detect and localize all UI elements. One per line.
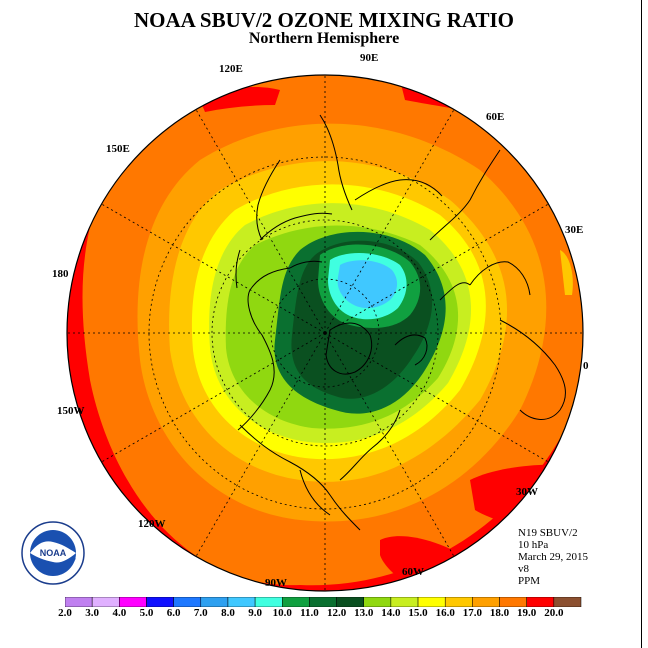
colorbar-tick-label: 8.0 — [221, 607, 235, 619]
colorbar — [65, 597, 582, 607]
colorbar-swatch — [553, 597, 582, 607]
meridian-line — [324, 332, 455, 557]
pressure-level-label: 10 hPa — [518, 539, 549, 551]
colorbar-swatch — [254, 597, 283, 607]
longitude-label-90w: 90W — [265, 577, 287, 589]
longitude-label-60e: 60E — [486, 111, 505, 123]
colorbar-swatch — [472, 597, 500, 607]
colorbar-tick-label: 15.0 — [408, 607, 428, 619]
colorbar-swatch — [146, 597, 174, 607]
colorbar-swatch — [526, 597, 555, 607]
colorbar-tick-label: 20.0 — [544, 607, 564, 619]
colorbar-swatch — [309, 597, 337, 607]
colorbar-tick-label: 10.0 — [272, 607, 292, 619]
longitude-label-150w: 150W — [57, 405, 85, 417]
noaa-logo: NOAA — [21, 521, 85, 585]
meridian-line — [195, 332, 326, 557]
colorbar-tick-label: 19.0 — [517, 607, 537, 619]
unit-label: PPM — [518, 575, 541, 587]
longitude-label-180: 180 — [52, 268, 69, 280]
colorbar-tick-label: 2.0 — [58, 607, 72, 619]
colorbar-swatch — [65, 597, 93, 607]
colorbar-tick-label: 3.0 — [85, 607, 100, 619]
longitude-label-30w: 30W — [516, 486, 538, 498]
noaa-logo-text: NOAA — [40, 548, 67, 558]
colorbar-swatch — [499, 597, 527, 607]
meridian-lines — [67, 75, 583, 591]
dataset-info: N19 SBUV/2 10 hPa March 29, 2015 v8 PPM — [518, 527, 588, 587]
meridian-line — [324, 203, 549, 334]
colorbar-swatch — [227, 597, 256, 607]
colorbar-tick-label: 4.0 — [112, 607, 127, 619]
meridian-line — [101, 203, 326, 334]
colorbar-tick-label: 11.0 — [300, 607, 319, 619]
meridian-line — [324, 332, 549, 463]
longitude-label-0: 0 — [583, 360, 589, 372]
colorbar-tick-label: 17.0 — [462, 607, 482, 619]
longitude-label-30e: 30E — [565, 224, 584, 236]
colorbar-swatch — [417, 597, 446, 607]
meridian-line — [101, 332, 326, 463]
longitude-label-120e: 120E — [219, 63, 243, 75]
colorbar-tick-label: 12.0 — [326, 607, 347, 619]
colorbar-swatch — [282, 597, 310, 607]
colorbar-swatch — [119, 597, 147, 607]
colorbar-tick-label: 6.0 — [166, 607, 181, 619]
colorbar-swatch — [363, 597, 392, 607]
colorbar-tick-label: 5.0 — [139, 607, 154, 619]
instrument-label: N19 SBUV/2 — [518, 527, 578, 539]
colorbar-tick-label: 13.0 — [354, 607, 374, 619]
colorbar-tick-label: 16.0 — [435, 607, 455, 619]
colorbar-swatch — [200, 597, 229, 607]
colorbar-swatch — [390, 597, 419, 607]
meridian-line — [195, 109, 326, 334]
version-label: v8 — [518, 563, 529, 575]
colorbar-tick-label: 7.0 — [193, 607, 208, 619]
colorbar-swatch — [91, 597, 120, 607]
longitude-label-120w: 120W — [138, 518, 166, 530]
coastlines — [235, 114, 566, 531]
date-label: March 29, 2015 — [518, 551, 588, 563]
colorbar-tick-label: 9.0 — [248, 607, 262, 619]
colorbar-swatch — [336, 597, 364, 607]
map-title: NOAA SBUV/2 OZONE MIXING RATIO — [134, 8, 514, 32]
meridian-line — [324, 109, 455, 334]
colorbar-tick-label: 14.0 — [381, 607, 401, 619]
longitude-label-60w: 60W — [402, 566, 424, 578]
longitude-label-90e: 90E — [360, 52, 379, 64]
map-subtitle: Northern Hemisphere — [248, 30, 400, 47]
colorbar-tick-label: 18.0 — [489, 607, 510, 619]
longitude-label-150e: 150E — [106, 143, 130, 155]
map-boundary-circle — [66, 74, 584, 592]
colorbar-swatch — [173, 597, 202, 607]
colorbar-swatch — [444, 597, 473, 607]
frame-border — [641, 0, 642, 648]
